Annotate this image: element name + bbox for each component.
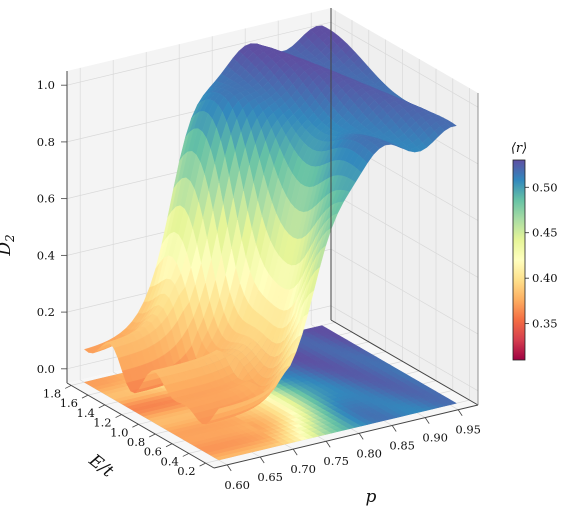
z-tick-label: 0.0 bbox=[37, 362, 55, 376]
colorbar: 0.35 0.40 0.45 0.50 ⟨r⟩ bbox=[511, 141, 558, 361]
x-tick-label: 0.95 bbox=[455, 423, 481, 437]
x-tick-label: 0.70 bbox=[290, 462, 316, 476]
y-tick-label: 1.6 bbox=[60, 396, 78, 410]
z-axis-label: D2 bbox=[0, 234, 17, 256]
tick-labels: 0.600.650.700.750.800.850.900.950.20.40.… bbox=[37, 78, 481, 492]
y-tick-label: 1.2 bbox=[93, 416, 111, 430]
y-axis-line bbox=[66, 382, 215, 469]
y-tick-mark bbox=[115, 414, 122, 418]
colorbar-ticks: 0.35 0.40 0.45 0.50 bbox=[525, 180, 558, 331]
y-tick-label: 1.8 bbox=[43, 386, 61, 400]
x-tick-mark bbox=[358, 433, 364, 440]
x-tick-mark bbox=[391, 425, 397, 432]
floor-cell bbox=[315, 325, 327, 330]
x-tick-mark bbox=[226, 464, 232, 472]
colorbar-tick-label: 0.45 bbox=[532, 226, 558, 240]
y-axis-label: E/t bbox=[84, 450, 117, 482]
y-tick-mark bbox=[132, 423, 139, 428]
z-tick-label: 0.4 bbox=[37, 248, 55, 262]
x-axis-label: p bbox=[366, 487, 377, 507]
x-tick-mark bbox=[325, 441, 331, 448]
y-tick-mark bbox=[199, 462, 206, 467]
x-tick-mark bbox=[292, 448, 298, 456]
y-tick-mark bbox=[65, 385, 72, 389]
axes-lines bbox=[66, 8, 479, 469]
x-tick-label: 0.80 bbox=[356, 446, 382, 460]
x-tick-mark bbox=[457, 409, 463, 416]
colorbar-tick-label: 0.35 bbox=[532, 317, 558, 331]
y-tick-label: 1.4 bbox=[77, 406, 95, 420]
colorbar-tick-label: 0.40 bbox=[532, 271, 558, 285]
y-tick-mark bbox=[149, 433, 156, 438]
y-tick-label: 0.6 bbox=[144, 445, 162, 459]
z-tick-label: 0.2 bbox=[37, 305, 55, 319]
x-tick-label: 0.60 bbox=[224, 478, 250, 492]
y-tick-label: 0.8 bbox=[127, 435, 145, 449]
y-tick-mark bbox=[98, 404, 105, 409]
x-tick-mark bbox=[424, 417, 430, 424]
x-tick-label: 0.65 bbox=[257, 470, 283, 484]
z-tick-label: 0.6 bbox=[37, 192, 55, 206]
colorbar-gradient bbox=[512, 159, 526, 361]
side-edge-line bbox=[330, 319, 479, 406]
x-tick-label: 0.85 bbox=[389, 438, 415, 452]
y-tick-mark bbox=[81, 394, 89, 399]
z-tick-label: 0.8 bbox=[37, 135, 55, 149]
x-tick-label: 0.75 bbox=[323, 454, 349, 468]
y-tick-mark bbox=[182, 453, 189, 457]
y-tick-label: 1.0 bbox=[110, 425, 128, 439]
surface-mesh bbox=[83, 25, 457, 425]
z-tick-label: 1.0 bbox=[37, 78, 55, 92]
x-axis-line bbox=[213, 404, 479, 469]
colorbar-label: ⟨r⟩ bbox=[511, 141, 527, 156]
y-tick-mark bbox=[165, 443, 173, 448]
y-tick-label: 0.4 bbox=[161, 454, 179, 468]
x-tick-mark bbox=[259, 456, 265, 464]
y-tick-label: 0.2 bbox=[177, 464, 195, 478]
x-tick-label: 0.90 bbox=[422, 431, 448, 445]
surface-patch bbox=[214, 406, 226, 415]
colorbar-tick-label: 0.50 bbox=[532, 180, 558, 194]
